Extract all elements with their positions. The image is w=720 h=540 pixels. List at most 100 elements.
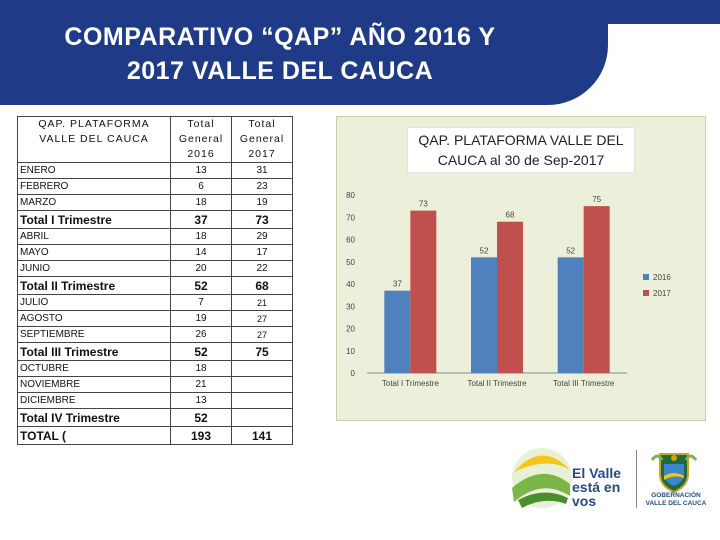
- month-label: MAYO: [17, 244, 171, 261]
- page-title-line2: 2017 VALLE DEL CAUCA: [126, 57, 434, 85]
- table-row: OCTUBRE 18: [17, 360, 293, 377]
- quarter-total-label: Total I Trimestre: [17, 210, 171, 229]
- value-2016: 18: [170, 228, 232, 245]
- y-tick-label: 10: [346, 347, 355, 356]
- value-2017: 19: [231, 194, 293, 211]
- table-row: JUNIO 20 22: [17, 260, 293, 277]
- header-2016-line1: Total: [187, 118, 215, 130]
- bar-value-label: 73: [419, 200, 428, 209]
- header-2016-line3: 2016: [187, 148, 215, 160]
- brand-line2: está en: [572, 479, 621, 495]
- bar-value-label: 52: [480, 246, 489, 255]
- legend-swatch-2016: [643, 274, 649, 280]
- y-tick-label: 70: [346, 213, 355, 222]
- title-banner-strip: [608, 0, 720, 24]
- bar-2017: [410, 210, 437, 373]
- y-tick-label: 0: [351, 369, 356, 378]
- header-label-line2: VALLE DEL CAUCA: [39, 133, 149, 145]
- value-2017: 17: [231, 244, 293, 261]
- quarter-total-2017: 73: [231, 210, 293, 229]
- bar-2017: [497, 221, 523, 373]
- month-label: ABRIL: [17, 228, 171, 245]
- gov-line1: GOBERNACIÓN: [651, 492, 701, 499]
- table-row: MAYO 14 17: [17, 244, 293, 261]
- x-tick-label: Total I Trimestre: [382, 379, 439, 388]
- value-2017: 27: [231, 326, 293, 343]
- quarter-total-label: Total II Trimestre: [17, 276, 171, 295]
- el-valle-brand-text: El Valle está en vos: [572, 466, 632, 508]
- y-tick-label: 40: [346, 280, 355, 289]
- month-label: AGOSTO: [17, 310, 171, 327]
- table-row: ABRIL 18 29: [17, 228, 293, 245]
- page-title-line1: COMPARATIVO “QAP” AÑO 2016 Y: [64, 23, 496, 51]
- quarter-total-2017: 68: [231, 276, 293, 295]
- header-2016-cell: Total General 2016: [170, 116, 232, 163]
- chart-title-line1: QAP. PLATAFORMA VALLE DEL: [418, 132, 624, 148]
- month-label: MARZO: [17, 194, 171, 211]
- quarter-total-row: Total I Trimestre 37 73: [17, 210, 293, 229]
- table-header-row: QAP. PLATAFORMA VALLE DEL CAUCA Total Ge…: [17, 116, 293, 163]
- header-2016-line2: General: [178, 133, 224, 145]
- header-label-line1: QAP. PLATAFORMA: [38, 118, 150, 130]
- bar-value-label: 37: [393, 280, 402, 289]
- table-row: AGOSTO 19 27: [17, 310, 293, 327]
- table-row: ENERO 13 31: [17, 162, 293, 179]
- value-2017: 27: [231, 310, 293, 327]
- value-2016: 18: [170, 194, 232, 211]
- table-row: FEBRERO 6 23: [17, 178, 293, 195]
- value-2017: [231, 376, 293, 393]
- y-tick-label: 80: [346, 191, 355, 200]
- value-2016: 14: [170, 244, 232, 261]
- y-tick-label: 30: [346, 302, 355, 311]
- quarter-total-2016: 52: [170, 408, 232, 427]
- value-2016: 19: [170, 310, 232, 327]
- legend-label: 2017: [653, 289, 671, 298]
- grand-total-label: TOTAL (: [17, 426, 171, 445]
- quarter-total-row: Total III Trimestre 52 75: [17, 342, 293, 361]
- value-2017: 29: [231, 228, 293, 245]
- month-label: JUNIO: [17, 260, 171, 277]
- header-2017-line2: General: [239, 133, 285, 145]
- value-2017: 23: [231, 178, 293, 195]
- el-valle-logo-mark: [512, 448, 572, 508]
- value-2016: 13: [170, 162, 232, 179]
- quarter-total-label: Total III Trimestre: [17, 342, 171, 361]
- quarter-total-2017: [231, 408, 293, 427]
- title-banner: [0, 0, 608, 105]
- value-2016: 6: [170, 178, 232, 195]
- legend-label: 2016: [653, 273, 671, 282]
- bar-value-label: 68: [506, 211, 515, 220]
- quarter-total-2016: 52: [170, 276, 232, 295]
- table-row: MARZO 18 19: [17, 194, 293, 211]
- value-2016: 20: [170, 260, 232, 277]
- x-tick-label: Total III Trimestre: [553, 379, 615, 388]
- table-row: DICIEMBRE 13: [17, 392, 293, 409]
- grand-total-2016: 193: [170, 426, 232, 445]
- value-2016: 13: [170, 392, 232, 409]
- month-label: SEPTIEMBRE: [17, 326, 171, 343]
- value-2016: 21: [170, 376, 232, 393]
- chart-panel: QAP. PLATAFORMA VALLE DEL CAUCA al 30 de…: [336, 116, 706, 421]
- x-tick-label: Total II Trimestre: [467, 379, 527, 388]
- value-2017: 22: [231, 260, 293, 277]
- value-2017: [231, 392, 293, 409]
- month-label: DICIEMBRE: [17, 392, 171, 409]
- value-2017: [231, 360, 293, 377]
- bar-2017: [583, 206, 610, 373]
- value-2016: 18: [170, 360, 232, 377]
- bar-value-label: 52: [566, 246, 575, 255]
- table-row: SEPTIEMBRE 26 27: [17, 326, 293, 343]
- brand-line3: vos: [572, 493, 597, 509]
- gobernacion-text: GOBERNACIÓN VALLE DEL CAUCA: [638, 492, 714, 508]
- gobernacion-seal-icon: [650, 453, 698, 494]
- value-2017: 21: [231, 294, 293, 311]
- chart-title-line2: CAUCA al 30 de Sep-2017: [437, 152, 605, 168]
- quarter-total-row: Total II Trimestre 52 68: [17, 276, 293, 295]
- grand-total-row: TOTAL ( 193 141: [17, 426, 293, 445]
- value-2017: 31: [231, 162, 293, 179]
- y-tick-label: 60: [346, 236, 355, 245]
- header-label-cell: QAP. PLATAFORMA VALLE DEL CAUCA: [17, 116, 171, 163]
- quarter-total-2017: 75: [231, 342, 293, 361]
- y-tick-label: 20: [346, 325, 355, 334]
- logo-divider: [636, 450, 637, 508]
